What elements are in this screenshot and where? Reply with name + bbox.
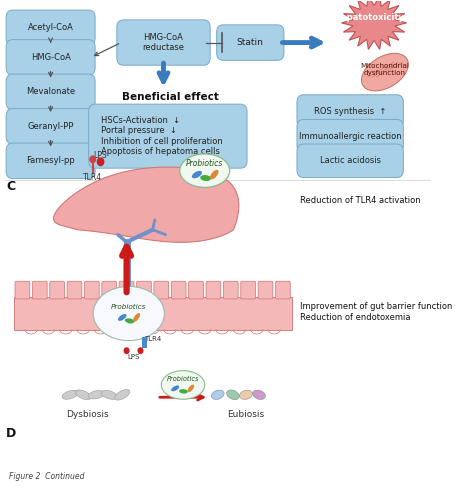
Text: C: C — [6, 180, 15, 194]
Ellipse shape — [180, 154, 230, 187]
Text: Probiotics: Probiotics — [167, 375, 199, 381]
Ellipse shape — [88, 391, 104, 399]
Text: Acetyl-CoA: Acetyl-CoA — [27, 23, 73, 32]
Ellipse shape — [362, 53, 408, 91]
FancyBboxPatch shape — [15, 281, 30, 299]
FancyBboxPatch shape — [297, 144, 403, 177]
Text: Lactic acidosis: Lactic acidosis — [319, 156, 381, 165]
Ellipse shape — [192, 171, 202, 178]
Text: Mevalonate: Mevalonate — [26, 87, 75, 96]
FancyBboxPatch shape — [137, 281, 151, 299]
Ellipse shape — [62, 390, 78, 399]
Text: Improvement of gut barrier function
Reduction of endotoxemia: Improvement of gut barrier function Redu… — [300, 302, 453, 322]
Ellipse shape — [200, 175, 211, 181]
FancyBboxPatch shape — [50, 281, 64, 299]
Text: Probiotics: Probiotics — [111, 304, 146, 310]
Ellipse shape — [101, 390, 117, 399]
FancyBboxPatch shape — [84, 281, 99, 299]
FancyBboxPatch shape — [241, 281, 255, 299]
Text: TLR4: TLR4 — [144, 336, 161, 342]
Text: Beneficial effect: Beneficial effect — [121, 92, 219, 102]
FancyBboxPatch shape — [171, 281, 186, 299]
Text: Dysbiosis: Dysbiosis — [66, 410, 109, 418]
Text: Statin: Statin — [237, 38, 264, 47]
FancyBboxPatch shape — [117, 20, 210, 65]
Text: HMG-CoA: HMG-CoA — [31, 53, 71, 62]
FancyBboxPatch shape — [119, 281, 134, 299]
Ellipse shape — [239, 390, 253, 399]
Text: Farnesyl-pp: Farnesyl-pp — [26, 156, 75, 165]
Ellipse shape — [125, 318, 134, 324]
Text: TLR4: TLR4 — [83, 173, 102, 182]
FancyBboxPatch shape — [142, 337, 147, 348]
Text: ROS synthesis  ↑: ROS synthesis ↑ — [314, 107, 386, 116]
FancyBboxPatch shape — [6, 40, 95, 75]
FancyBboxPatch shape — [154, 281, 169, 299]
Circle shape — [97, 158, 104, 166]
FancyBboxPatch shape — [297, 120, 403, 153]
Text: Eubiosis: Eubiosis — [228, 410, 264, 418]
Text: Figure 2  Continued: Figure 2 Continued — [9, 472, 85, 481]
FancyBboxPatch shape — [14, 297, 292, 329]
FancyBboxPatch shape — [275, 281, 290, 299]
Ellipse shape — [118, 314, 127, 321]
FancyBboxPatch shape — [297, 95, 403, 128]
Text: Hepatotoxicity: Hepatotoxicity — [335, 13, 405, 22]
Text: D: D — [6, 427, 16, 440]
Polygon shape — [341, 0, 407, 49]
Circle shape — [124, 347, 129, 354]
Circle shape — [137, 347, 144, 354]
Text: Geranyl-PP: Geranyl-PP — [27, 122, 74, 131]
Text: Reduction of TLR4 activation: Reduction of TLR4 activation — [300, 196, 421, 205]
Ellipse shape — [133, 313, 140, 322]
FancyBboxPatch shape — [206, 281, 221, 299]
Ellipse shape — [179, 389, 188, 394]
Ellipse shape — [171, 385, 179, 391]
FancyBboxPatch shape — [6, 109, 95, 144]
Circle shape — [89, 156, 96, 163]
FancyBboxPatch shape — [258, 281, 273, 299]
FancyBboxPatch shape — [32, 281, 47, 299]
Ellipse shape — [161, 370, 205, 399]
Ellipse shape — [253, 390, 265, 400]
FancyBboxPatch shape — [6, 10, 95, 45]
Text: Probiotics: Probiotics — [186, 159, 223, 168]
Ellipse shape — [227, 390, 239, 400]
Text: LPS: LPS — [94, 151, 107, 160]
Text: HSCs-Activation  ↓
Portal pressure  ↓
Inhibition of cell proliferation
Apoptosis: HSCs-Activation ↓ Portal pressure ↓ Inhi… — [100, 116, 222, 156]
FancyBboxPatch shape — [217, 25, 284, 60]
Ellipse shape — [75, 390, 91, 400]
Ellipse shape — [115, 389, 130, 400]
Ellipse shape — [210, 170, 219, 179]
FancyBboxPatch shape — [6, 74, 95, 110]
Ellipse shape — [188, 384, 194, 392]
FancyBboxPatch shape — [6, 143, 95, 178]
Ellipse shape — [93, 287, 164, 340]
Text: Immunoallergic reaction: Immunoallergic reaction — [299, 132, 401, 141]
FancyBboxPatch shape — [102, 281, 117, 299]
Text: Mitochondrial
dysfunction: Mitochondrial dysfunction — [360, 63, 410, 76]
FancyBboxPatch shape — [67, 281, 82, 299]
FancyBboxPatch shape — [189, 281, 203, 299]
FancyBboxPatch shape — [89, 104, 247, 168]
FancyBboxPatch shape — [223, 281, 238, 299]
Ellipse shape — [211, 390, 224, 400]
Text: HMG-CoA
reductase: HMG-CoA reductase — [143, 33, 184, 52]
Text: LPS: LPS — [127, 354, 139, 360]
Polygon shape — [54, 167, 239, 242]
